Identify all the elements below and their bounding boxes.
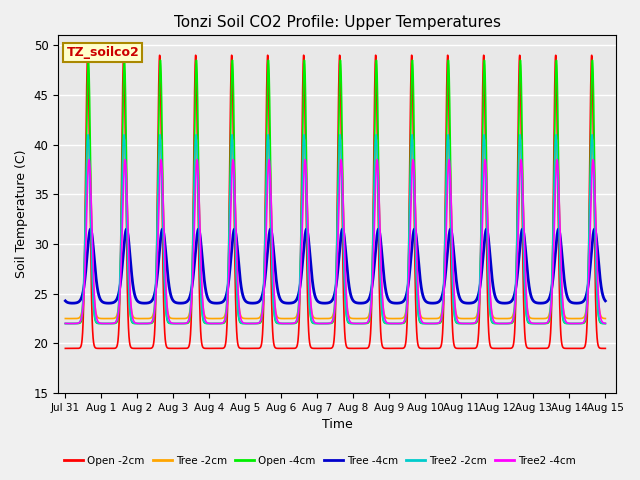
Tree -4cm xyxy=(602,298,609,304)
Tree2 -4cm xyxy=(456,320,464,326)
Title: Tonzi Soil CO2 Profile: Upper Temperatures: Tonzi Soil CO2 Profile: Upper Temperatur… xyxy=(173,15,500,30)
Tree -2cm xyxy=(487,304,495,310)
Tree2 -4cm xyxy=(602,321,609,326)
Open -4cm xyxy=(159,147,166,153)
Tree -2cm xyxy=(316,316,323,322)
X-axis label: Time: Time xyxy=(322,419,353,432)
Text: TZ_soilco2: TZ_soilco2 xyxy=(67,46,140,59)
Tree -4cm xyxy=(601,297,609,303)
Tree2 -2cm xyxy=(427,321,435,326)
Tree2 -2cm xyxy=(61,321,69,326)
Tree2 -2cm xyxy=(282,321,290,326)
Tree2 -4cm xyxy=(316,321,323,326)
Tree2 -4cm xyxy=(159,180,166,186)
Open -4cm xyxy=(456,321,464,326)
Tree -2cm xyxy=(159,174,166,180)
Open -2cm xyxy=(602,346,609,351)
Tree2 -4cm xyxy=(121,156,129,162)
Open -4cm xyxy=(601,321,609,326)
Open -2cm xyxy=(456,346,464,351)
Open -4cm xyxy=(487,317,495,323)
Open -4cm xyxy=(246,321,254,326)
Tree -4cm xyxy=(316,300,323,305)
Tree2 -2cm xyxy=(602,321,609,326)
Line: Tree -2cm: Tree -2cm xyxy=(65,140,605,319)
Tree2 -2cm xyxy=(159,201,166,206)
Y-axis label: Soil Temperature (C): Soil Temperature (C) xyxy=(15,150,28,278)
Tree -2cm xyxy=(175,316,182,322)
Open -2cm xyxy=(601,346,609,351)
Open -2cm xyxy=(372,52,380,58)
Tree -4cm xyxy=(61,298,69,304)
Open -4cm xyxy=(228,57,236,63)
Tree -2cm xyxy=(61,316,69,322)
Tree -4cm xyxy=(393,300,401,306)
Tree -2cm xyxy=(601,316,609,322)
Tree -4cm xyxy=(374,226,382,232)
Open -4cm xyxy=(602,321,609,326)
Tree -4cm xyxy=(487,265,495,271)
Tree -2cm xyxy=(427,316,435,322)
Tree -4cm xyxy=(427,300,435,306)
Tree -4cm xyxy=(159,227,166,232)
Open -4cm xyxy=(316,321,323,326)
Line: Open -2cm: Open -2cm xyxy=(65,55,605,348)
Line: Open -4cm: Open -4cm xyxy=(65,60,605,324)
Tree2 -4cm xyxy=(427,321,435,326)
Tree2 -4cm xyxy=(601,321,609,326)
Open -2cm xyxy=(316,346,323,351)
Tree -4cm xyxy=(456,297,464,302)
Line: Tree -4cm: Tree -4cm xyxy=(65,229,605,303)
Open -2cm xyxy=(427,346,435,351)
Tree2 -2cm xyxy=(601,321,609,326)
Open -2cm xyxy=(159,223,166,229)
Open -4cm xyxy=(61,321,69,326)
Line: Tree2 -4cm: Tree2 -4cm xyxy=(65,159,605,324)
Tree2 -2cm xyxy=(487,316,495,322)
Tree2 -2cm xyxy=(316,321,323,326)
Legend: Open -2cm, Tree -2cm, Open -4cm, Tree -4cm, Tree2 -2cm, Tree2 -4cm: Open -2cm, Tree -2cm, Open -4cm, Tree -4… xyxy=(60,452,580,470)
Tree2 -4cm xyxy=(61,321,69,326)
Tree -2cm xyxy=(157,137,164,143)
Tree -2cm xyxy=(456,315,464,321)
Tree2 -4cm xyxy=(487,303,495,309)
Open -2cm xyxy=(61,346,69,351)
Tree -2cm xyxy=(602,316,609,322)
Tree2 -4cm xyxy=(103,321,111,326)
Tree2 -2cm xyxy=(456,321,464,326)
Tree2 -2cm xyxy=(300,132,308,138)
Line: Tree2 -2cm: Tree2 -2cm xyxy=(65,135,605,324)
Open -2cm xyxy=(354,346,362,351)
Open -4cm xyxy=(427,321,435,326)
Open -2cm xyxy=(487,345,495,350)
